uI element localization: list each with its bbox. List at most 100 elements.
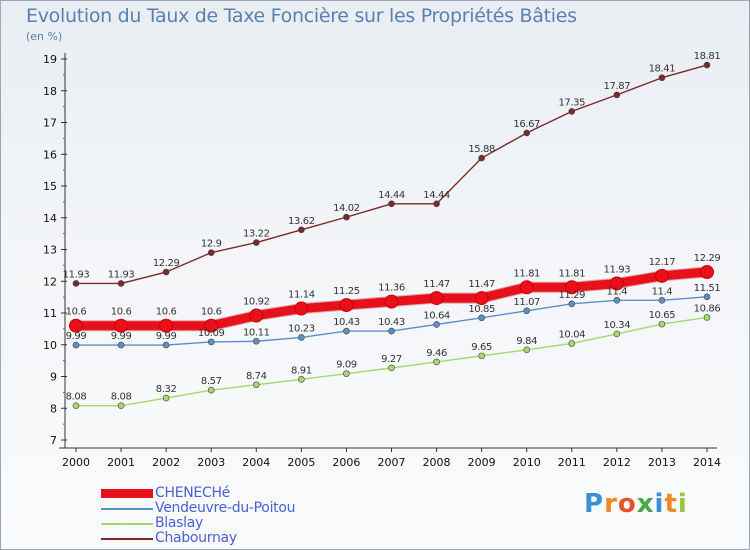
proxiti-logo: Proxiti: [584, 489, 688, 519]
legend-swatch: [101, 538, 153, 540]
data-point: [474, 291, 489, 306]
x-tick-label: 2008: [423, 456, 451, 469]
data-point: [207, 386, 215, 394]
data-label: 10.6: [111, 307, 132, 318]
data-label: 13.22: [243, 229, 270, 240]
x-tick-label: 2009: [468, 456, 496, 469]
data-label: 8.74: [246, 371, 267, 382]
data-label: 11.07: [513, 297, 540, 308]
logo-letter: i: [654, 489, 665, 519]
data-point: [568, 300, 576, 308]
data-point: [72, 402, 80, 410]
data-point: [613, 91, 621, 99]
data-point: [568, 108, 576, 115]
data-label: 11.93: [63, 269, 90, 280]
logo-letter: t: [664, 489, 678, 519]
data-point: [700, 265, 714, 280]
data-point: [252, 381, 260, 389]
data-label: 11.93: [604, 264, 631, 275]
x-tick-label: 2002: [152, 456, 180, 469]
data-label: 17.87: [604, 81, 631, 92]
data-point: [388, 364, 395, 372]
data-label: 14.44: [378, 190, 405, 201]
data-point: [523, 346, 531, 354]
data-point: [388, 200, 395, 208]
series-layer: [69, 61, 714, 410]
data-label: 11.81: [513, 268, 540, 279]
data-point: [343, 213, 350, 221]
logo-letter: x: [636, 489, 655, 519]
data-label: 18.41: [649, 64, 676, 75]
data-label: 14.44: [423, 190, 450, 201]
data-point: [69, 318, 83, 333]
logo-letter: r: [604, 489, 618, 519]
x-tick-label: 2011: [558, 456, 586, 469]
data-point: [433, 321, 440, 328]
data-point: [478, 154, 485, 162]
legend-label: Vendeuvre-du-Poitou: [155, 500, 296, 516]
y-tick-label: 7: [50, 434, 57, 447]
y-tick-label: 9: [50, 371, 57, 384]
data-point: [703, 61, 711, 69]
value-labels: 8.08 8.08 8.32 8.57 8.74 8.91 9.09 9.27 9.46 9.65…: [63, 51, 721, 403]
x-tick-label: 2004: [242, 456, 270, 469]
data-point: [703, 293, 711, 301]
legend-swatch: [101, 523, 153, 525]
data-label: 9.99: [111, 331, 132, 342]
data-point: [384, 294, 399, 309]
data-label: 10.43: [378, 317, 405, 328]
data-point: [388, 327, 395, 335]
data-point: [117, 280, 125, 287]
data-point: [658, 74, 666, 82]
data-point: [658, 320, 666, 328]
legend-swatch: [101, 489, 153, 498]
y-tick-label: 17: [43, 117, 57, 130]
y-tick-label: 16: [43, 148, 57, 161]
data-point: [523, 129, 531, 137]
data-point: [703, 314, 711, 321]
data-label: 18.81: [694, 51, 721, 62]
data-label: 9.84: [516, 336, 537, 347]
data-label: 8.08: [66, 392, 87, 403]
y-tick-label: 8: [50, 402, 57, 415]
data-point: [294, 301, 309, 316]
data-label: 9.09: [336, 360, 357, 371]
data-label: 9.46: [426, 348, 447, 359]
data-label: 11.4: [652, 286, 673, 297]
data-label: 12.29: [694, 253, 721, 264]
data-point: [613, 296, 621, 304]
data-label: 11.14: [288, 290, 315, 301]
data-point: [564, 280, 579, 295]
data-point: [162, 394, 170, 402]
data-label: 10.6: [156, 307, 177, 318]
data-label: 11.36: [378, 283, 405, 294]
data-label: 10.64: [423, 310, 450, 321]
x-tick-label: 2014: [693, 456, 721, 469]
data-point: [519, 280, 534, 295]
data-point: [207, 249, 215, 256]
logo-letter: i: [677, 489, 688, 519]
data-label: 17.35: [558, 97, 585, 108]
data-label: 9.27: [381, 354, 402, 365]
data-label: 10.34: [604, 320, 631, 331]
x-tick-label: 2003: [197, 456, 225, 469]
data-point: [654, 268, 669, 283]
logo-letter: o: [617, 489, 637, 519]
data-label: 12.29: [153, 258, 180, 269]
data-point: [162, 341, 170, 349]
data-label: 9.99: [156, 331, 177, 342]
x-tick-label: 2012: [603, 456, 631, 469]
data-label: 10.86: [694, 303, 721, 314]
data-label: 8.08: [111, 392, 132, 403]
y-tick-label: 15: [43, 180, 57, 193]
x-tick-label: 2013: [648, 456, 676, 469]
data-point: [249, 308, 264, 323]
data-point: [433, 358, 440, 366]
data-label: 11.29: [558, 290, 585, 301]
logo-letter: P: [584, 489, 605, 519]
data-point: [298, 376, 305, 383]
data-point: [162, 268, 170, 276]
data-label: 10.09: [198, 328, 225, 339]
data-label: 11.47: [468, 279, 495, 290]
data-label: 10.43: [333, 317, 360, 328]
